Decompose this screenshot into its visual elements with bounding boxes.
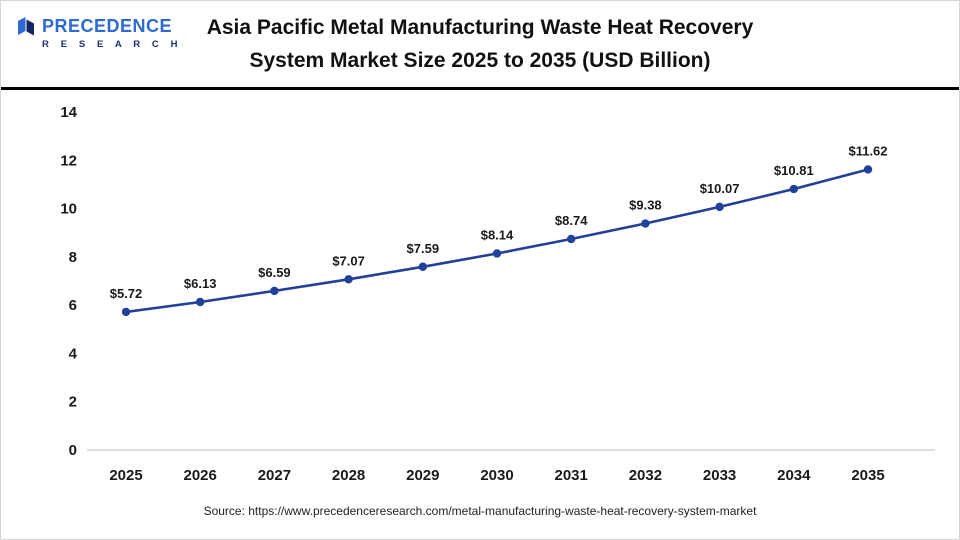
data-label: $11.62 (848, 143, 887, 158)
title-line-1: Asia Pacific Metal Manufacturing Waste H… (206, 16, 754, 39)
title-line-2: System Market Size 2025 to 2035 (USD Bil… (249, 48, 711, 72)
y-tick-label: 12 (60, 152, 77, 169)
y-tick-label: 0 (69, 442, 77, 459)
chart-area: 0 2 4 6 8 10 12 14 2025 2026 2027 2028 2029 2030 2031 2… (1, 90, 959, 502)
data-point (418, 262, 427, 271)
y-tick-label: 4 (69, 345, 78, 362)
y-tick-label: 10 (60, 201, 77, 218)
x-tick-label: 2027 (258, 467, 291, 484)
logo-text: PRECEDENCE (42, 15, 173, 36)
x-tick-label: 2025 (109, 467, 142, 484)
data-point (567, 234, 576, 244)
logo: PRECEDENCE R E S E A R C H (15, 15, 185, 50)
x-tick-label: 2033 (703, 467, 736, 484)
data-point (863, 165, 873, 174)
data-label: $8.74 (555, 213, 588, 228)
data-label: $7.59 (407, 241, 440, 256)
header-divider (1, 87, 959, 90)
data-label: $8.14 (481, 227, 514, 242)
x-tick-label: 2026 (184, 467, 217, 484)
source-text: Source: https://www.precedenceresearch.c… (203, 504, 757, 518)
data-point (344, 275, 353, 284)
data-label: $6.59 (258, 265, 291, 280)
data-label: $5.72 (110, 286, 143, 301)
data-label: $6.13 (184, 276, 217, 291)
data-label: $9.38 (629, 198, 662, 213)
chart-title: Asia Pacific Metal Manufacturing Waste H… (1, 1, 959, 77)
line-chart: 0 2 4 6 8 10 12 14 2025 2026 2027 2028 2029 2030 2031 2… (60, 104, 935, 484)
x-tick-label: 2032 (629, 467, 662, 484)
data-point (492, 249, 502, 258)
logo-subtext: R E S E A R C H (42, 39, 183, 50)
data-label: $10.07 (700, 181, 740, 196)
y-tick-label: 14 (60, 104, 77, 121)
y-tick-label: 6 (69, 297, 77, 314)
data-point (641, 219, 650, 228)
data-label: $7.07 (332, 253, 365, 268)
x-tick-label: 2028 (332, 467, 365, 484)
x-tick-label: 2035 (851, 467, 884, 484)
x-tick-label: 2029 (406, 467, 439, 484)
y-tick-label: 2 (69, 394, 77, 411)
y-tick-label: 8 (69, 249, 77, 266)
x-tick-label: 2031 (555, 467, 588, 484)
data-point (270, 286, 279, 296)
header: PRECEDENCE R E S E A R C H Asia Pacific … (1, 1, 959, 87)
data-label: $10.81 (774, 163, 814, 178)
logo-row: PRECEDENCE (15, 15, 185, 37)
data-point (121, 307, 131, 317)
x-tick-label: 2034 (777, 467, 811, 484)
x-tick-label: 2030 (480, 467, 513, 484)
data-point (789, 184, 798, 194)
data-point (715, 202, 724, 212)
data-point (196, 297, 205, 307)
logo-icon (18, 17, 34, 36)
